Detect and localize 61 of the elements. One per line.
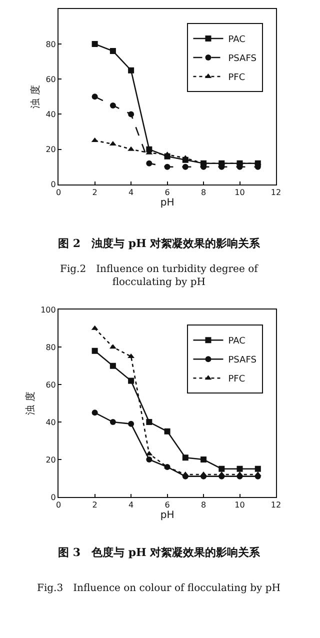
y-axis-title: 浊 度 [30, 85, 42, 108]
point [164, 428, 170, 434]
point [128, 111, 134, 118]
x-tick-label: 2 [92, 188, 98, 198]
point [200, 471, 207, 476]
point [200, 456, 207, 462]
y-tick-label: 80 [46, 342, 56, 352]
legend-label: PAC [228, 34, 246, 45]
point [110, 362, 116, 369]
legend-label: PFC [228, 374, 246, 385]
legend-label: PAC [228, 336, 246, 347]
y-tick-label: 80 [46, 40, 56, 49]
x-tick-label: 12 [270, 188, 282, 198]
legend-label: PFC [228, 72, 246, 83]
point [92, 41, 98, 48]
point [92, 410, 98, 416]
y-tick-label: 60 [46, 74, 56, 84]
x-tick-label: 8 [200, 500, 206, 510]
point [182, 454, 188, 461]
x-tick-label: 12 [270, 500, 282, 510]
x-tick-label: 10 [234, 500, 245, 510]
point [110, 102, 116, 108]
x-tick-label: 4 [128, 188, 134, 198]
point [218, 466, 225, 472]
point [110, 48, 116, 54]
y-axis-title: 浊 度 [24, 392, 37, 415]
x-tick-label: 2 [92, 500, 98, 510]
point [236, 466, 243, 472]
point [146, 419, 152, 426]
point [128, 420, 134, 427]
y-tick-label: 20 [46, 455, 56, 464]
text: Fig.3 Influence on colour of flocculating by pH [37, 583, 281, 594]
point [92, 348, 98, 354]
point [164, 164, 170, 170]
point [92, 94, 98, 100]
legend-label: PSAFS [228, 54, 257, 64]
point [110, 419, 116, 426]
point [254, 466, 261, 472]
y-tick-label: 20 [46, 145, 56, 154]
text: Fig.2 Influence on turbidity degree of flocculating by pH [60, 264, 260, 288]
point [128, 67, 134, 74]
x-axis-title: pH [160, 510, 174, 522]
y-tick-label: 0 [50, 492, 56, 502]
x-tick-label: 8 [200, 188, 206, 198]
text: 图 2 浊度与 pH 对絮凝效果的影响关系 [58, 237, 262, 250]
x-tick-label: 10 [234, 188, 245, 198]
point [146, 160, 152, 166]
y-tick-label: 60 [46, 380, 56, 390]
legend-label: PSAFS [228, 356, 257, 366]
text: 图 3 色度与 pH 对絮凝效果的影响关系 [58, 546, 262, 559]
x-tick-label: 6 [164, 500, 170, 510]
point [182, 164, 188, 170]
y-tick-label: 40 [46, 110, 56, 120]
y-tick-label: 0 [50, 180, 56, 190]
x-tick-label: 4 [128, 500, 134, 510]
x-tick-label: 6 [164, 188, 170, 198]
x-axis-title: pH [160, 198, 174, 209]
point [128, 378, 134, 384]
y-tick-label: 40 [46, 418, 56, 427]
point [146, 456, 152, 462]
y-tick-label: 100 [40, 305, 56, 314]
